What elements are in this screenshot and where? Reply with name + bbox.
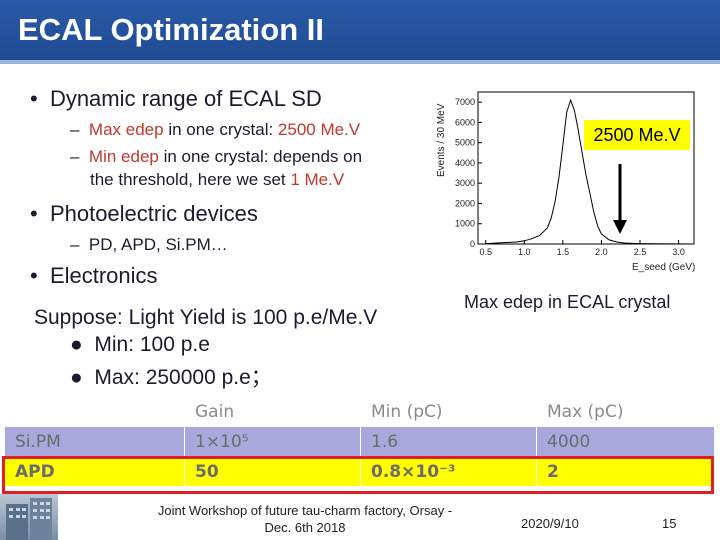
threshold-value: 1 Me.V	[290, 170, 345, 189]
sub-max-edep: – Max edep in one crystal: 2500 Me.V	[70, 120, 360, 140]
bullet-text: Photoelectric devices	[49, 201, 258, 226]
chart-xlabel: E_seed (GeV)	[632, 262, 695, 273]
y-tick-label: 6000	[455, 117, 475, 127]
y-tick-label: 0	[470, 239, 475, 249]
title-rule	[0, 60, 720, 64]
building-image-icon	[6, 498, 52, 540]
table-header-cell	[4, 396, 185, 427]
table-cell: 1×10⁵	[184, 426, 361, 457]
table-header-cell: Gain	[184, 396, 361, 427]
footer-line-2: Dec. 6th 2018	[264, 520, 346, 535]
highlight-box	[2, 456, 714, 494]
table-cell: 50	[184, 456, 361, 487]
suppose-text: Suppose: Light Yield is 100 p.e/Me.V	[34, 306, 378, 329]
max-edep-value: 2500 Me.V	[277, 120, 361, 139]
dot-bullet: ●	[70, 366, 95, 389]
table-cell: 1.6	[360, 426, 537, 457]
sub-dash: –	[70, 147, 80, 166]
max-pe-item: ● Max: 250000 p.e；	[70, 361, 272, 391]
x-tick-label: 2.5	[634, 247, 647, 257]
y-tick-label: 2000	[455, 198, 475, 208]
devices-text: PD, APD, Si.PM…	[88, 235, 228, 254]
min-edep-label: Min edep	[88, 147, 159, 166]
bullet-photoelectric: • Photoelectric devices	[30, 201, 258, 227]
edep-histogram: Events / 30 MeV 0 1000 2000 3000 4000 5000 600…	[432, 82, 702, 280]
min-edep-text: in one crystal: depends on	[158, 147, 363, 166]
annotation-text: 2500 Me.V	[593, 125, 680, 145]
x-tick-label: 1.5	[557, 247, 570, 257]
bullet-text: Dynamic range of ECAL SD	[49, 86, 322, 111]
min-pe-text: Min: 100 p.e	[94, 333, 210, 356]
table-cell: Si.PM	[4, 426, 185, 457]
footer-line-1: Joint Workshop of future tau-charm facto…	[157, 503, 453, 518]
dot-bullet: ●	[70, 333, 95, 356]
x-tick-label: 2.0	[595, 247, 608, 257]
footer-date: 2020/9/10	[521, 516, 579, 531]
table-cell: 4000	[536, 426, 715, 457]
sub-devices: – PD, APD, Si.PM…	[70, 235, 228, 255]
max-edep-text: in one crystal:	[163, 120, 278, 139]
x-tick-label: 0.5	[479, 247, 492, 257]
chart-ylabel: Events / 30 MeV	[436, 103, 447, 177]
table-cell: 0.8×10⁻³	[360, 456, 537, 487]
title-bar: ECAL Optimization II	[0, 0, 720, 64]
x-tick-label: 3.0	[672, 247, 685, 257]
sub-dash: –	[70, 120, 80, 139]
annotation-box	[584, 120, 690, 150]
annotation-arrow-head	[613, 220, 627, 234]
y-tick-label: 4000	[455, 158, 475, 168]
chart-caption: Max edep in ECAL crystal	[464, 292, 671, 312]
bullet-dot: •	[30, 86, 50, 111]
sub-min-edep: – Min edep in one crystal: depends on	[70, 147, 362, 167]
table-cell: APD	[4, 456, 185, 487]
page-number: 15	[662, 516, 677, 531]
bullet-dot: •	[30, 201, 50, 226]
table-header-row: Gain Min (pC) Max (pC)	[4, 396, 715, 427]
threshold-text: the threshold, here we set	[90, 170, 291, 189]
slide-title: ECAL Optimization II	[18, 12, 324, 47]
chart-ticks: 0 1000 2000 3000 4000 5000 6000 7000 0.5 1.0 1.5 2.…	[455, 97, 685, 257]
y-tick-label: 1000	[455, 219, 475, 229]
sub-dash: –	[70, 235, 80, 254]
bullet-text: Electronics	[49, 263, 158, 288]
max-pe-text: Max: 250000 p.e；	[94, 366, 272, 389]
y-tick-label: 3000	[455, 178, 475, 188]
bullet-electronics: • Electronics	[30, 263, 158, 289]
chart-background	[432, 82, 702, 280]
chart-axes	[477, 91, 695, 245]
table-header-cell: Min (pC)	[360, 396, 537, 427]
min-pe-item: ● Min: 100 p.e	[70, 333, 210, 357]
bullet-dynamic-range: • Dynamic range of ECAL SD	[30, 86, 322, 112]
table-header-cell: Max (pC)	[536, 396, 715, 427]
footer-workshop: Joint Workshop of future tau-charm facto…	[140, 502, 470, 536]
building-logo	[0, 494, 58, 540]
sub-min-edep-line2: the threshold, here we set 1 Me.V	[90, 170, 344, 190]
histogram-line	[485, 98, 695, 245]
chart-frame	[477, 91, 695, 245]
table-cell: 2	[536, 456, 715, 487]
table-row: Si.PM 1×10⁵ 1.6 4000	[4, 426, 715, 457]
x-tick-label: 1.0	[518, 247, 531, 257]
table-row: APD 50 0.8×10⁻³ 2	[4, 456, 715, 487]
y-tick-label: 7000	[455, 97, 475, 107]
max-edep-label: Max edep	[88, 120, 164, 139]
bullet-dot: •	[30, 263, 50, 288]
gain-table: Gain Min (pC) Max (pC) Si.PM 1×10⁵ 1.6 4…	[4, 396, 715, 487]
y-tick-label: 5000	[455, 138, 475, 148]
